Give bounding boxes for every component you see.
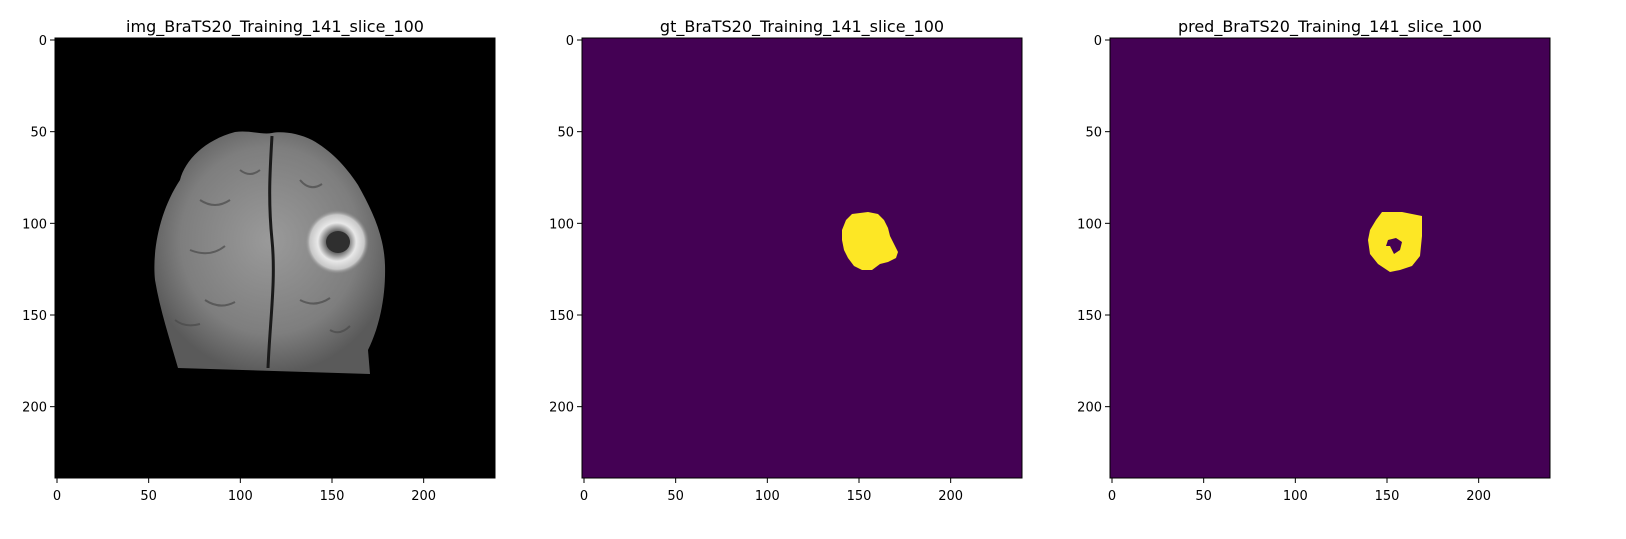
x-tick-label: 200 [938,489,963,504]
y-tick-label: 0 [1094,34,1102,49]
x-tick-label: 150 [847,489,872,504]
panel-title: pred_BraTS20_Training_141_slice_100 [1177,17,1483,36]
x-tick-label: 50 [667,489,684,504]
y-tick-label: 200 [1077,401,1102,416]
x-tick-label: 100 [1283,489,1308,504]
image-area [1110,38,1550,478]
y-axis: 0 50 100 150 200 [22,34,496,479]
y-tick-label: 50 [1085,126,1102,141]
pred-plot: 0 50 100 150 200 0 50 100 150 200 [1077,34,1551,504]
x-tick-label: 200 [1466,489,1491,504]
x-tick-label: 50 [1195,489,1212,504]
gt-mask [842,212,898,270]
y-tick-label: 100 [1077,217,1102,232]
y-tick-label: 100 [22,217,47,232]
x-tick-label: 0 [580,489,588,504]
pred-mask [1368,212,1422,272]
midline-fissure [266,135,275,369]
x-tick-label: 100 [755,489,780,504]
y-tick-label: 200 [549,401,574,416]
x-axis: 0 50 100 150 200 [580,478,963,504]
y-tick-label: 200 [22,401,47,416]
mri-plot: 0 50 100 150 200 0 50 100 150 200 [22,34,496,504]
x-tick-label: 0 [53,489,61,504]
panel-gt: gt_BraTS20_Training_141_slice_100 0 50 100… [528,0,1088,539]
axes-frame [581,37,1023,479]
y-tick-label: 150 [22,309,47,324]
lesion-core [326,231,350,253]
y-tick-label: 150 [1077,309,1102,324]
image-area [582,38,1022,478]
y-tick-label: 0 [39,34,47,49]
x-axis: 0 50 100 150 200 [1108,478,1491,504]
x-axis: 0 50 100 150 200 [53,478,436,504]
y-tick-label: 150 [549,309,574,324]
x-tick-label: 150 [320,489,345,504]
y-tick-label: 50 [30,126,47,141]
y-axis: 0 50 100 150 200 [1077,34,1551,479]
panel-img: img_BraTS20_Training_141_slice_100 [0,0,560,539]
x-tick-label: 200 [411,489,436,504]
panel-pred: pred_BraTS20_Training_141_slice_100 0 50 1… [1056,0,1616,539]
panel-title: img_BraTS20_Training_141_slice_100 [126,17,424,36]
brain-tissue [154,131,386,374]
panel-title: gt_BraTS20_Training_141_slice_100 [659,17,945,36]
x-tick-label: 0 [1108,489,1116,504]
axes-frame [54,37,496,479]
y-tick-label: 0 [566,34,574,49]
x-tick-label: 50 [140,489,157,504]
x-tick-label: 100 [228,489,253,504]
axes-frame [1109,37,1551,479]
x-tick-label: 150 [1375,489,1400,504]
gt-plot: 0 50 100 150 200 0 50 100 150 200 [549,34,1023,504]
y-axis: 0 50 100 150 200 [549,34,1023,479]
brain-slice [154,131,386,374]
y-tick-label: 100 [549,217,574,232]
sulci [174,169,351,334]
y-tick-label: 50 [557,126,574,141]
